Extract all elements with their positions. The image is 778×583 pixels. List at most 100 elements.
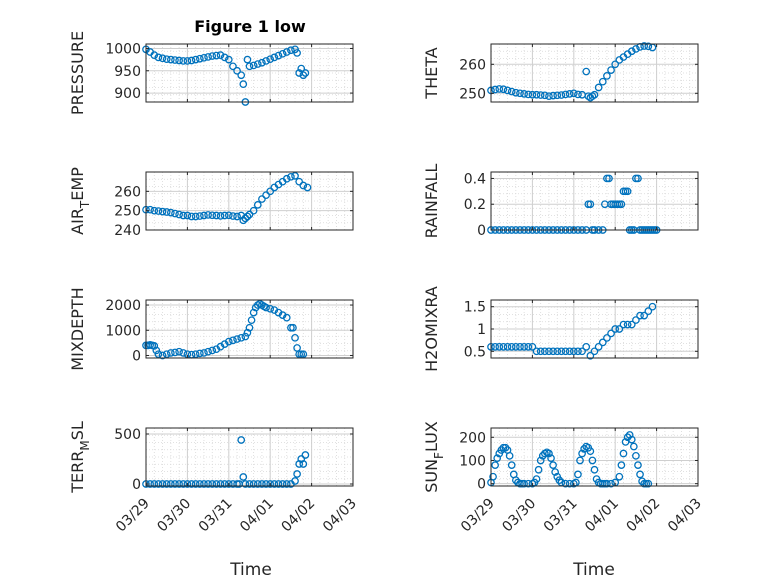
data-point <box>520 342 528 351</box>
x-tick-label: 03/29 <box>113 496 153 536</box>
data-point <box>607 329 615 338</box>
data-point <box>212 211 221 220</box>
data-point <box>511 342 520 351</box>
y-axis-label-tail: LUX <box>422 421 441 452</box>
y-axis-label: THETA <box>422 47 441 99</box>
data-point <box>574 347 582 356</box>
data-point <box>528 342 537 351</box>
data-point <box>507 87 516 96</box>
data-point <box>162 350 171 359</box>
data-point <box>195 349 204 358</box>
data-point <box>237 333 246 342</box>
data-point <box>212 480 221 488</box>
x-tick-label: 03/31 <box>196 496 236 536</box>
data-point <box>216 480 225 488</box>
data-point <box>532 347 541 356</box>
data-point <box>183 57 192 65</box>
data-point <box>299 350 308 359</box>
data-point <box>299 71 308 80</box>
data-point <box>233 335 241 343</box>
axes-box <box>145 299 354 359</box>
y-axis-label-main: TERR <box>68 451 87 494</box>
data-point <box>266 304 275 313</box>
y-tick-label: 0 <box>132 348 141 364</box>
data-point <box>183 211 192 220</box>
data-point <box>253 201 262 209</box>
data-point <box>241 332 250 341</box>
data-point <box>619 449 628 458</box>
y-axis-label-main: AIR <box>68 208 87 235</box>
data-point <box>171 209 179 218</box>
data-point <box>187 56 196 65</box>
data-point <box>291 172 299 180</box>
data-point <box>146 205 154 214</box>
data-point <box>505 451 514 460</box>
data-point <box>179 211 188 220</box>
data-point <box>499 85 508 94</box>
data-point <box>154 350 163 359</box>
data-point <box>287 46 295 55</box>
axes-box <box>145 171 354 231</box>
axes-box <box>145 427 354 487</box>
data-point <box>171 348 179 357</box>
data-point <box>299 460 308 468</box>
data-point <box>270 480 279 488</box>
data-point <box>262 57 270 65</box>
data-point <box>576 456 584 465</box>
y-axis-label-subscript: M <box>78 440 92 450</box>
data-point <box>158 207 167 216</box>
data-point <box>644 479 653 488</box>
data-point <box>179 480 188 488</box>
x-tick-label: 04/03 <box>665 496 705 536</box>
data-point <box>253 480 262 488</box>
data-point <box>187 480 196 488</box>
data-point <box>603 479 611 488</box>
data-point <box>636 470 644 479</box>
panel-h2omixra: 0.5 1 1.5 H2OMIXRA <box>422 286 699 372</box>
data-point <box>540 91 549 100</box>
data-point <box>220 480 229 488</box>
data-point <box>617 461 626 469</box>
data-point <box>249 480 258 488</box>
y-tick-label: 1.5 <box>464 300 486 316</box>
x-tick-label: 04/01 <box>237 496 277 536</box>
data-point <box>249 61 258 70</box>
data-point <box>536 91 545 99</box>
data-point <box>266 480 275 488</box>
data-point <box>216 212 225 220</box>
data-point <box>561 479 570 488</box>
data-point <box>603 334 611 342</box>
y-axis-label-tail: SL <box>68 421 87 440</box>
y-axis-label-subscript: F <box>432 452 446 459</box>
data-point <box>495 85 504 93</box>
y-tick-label: 1000 <box>105 41 141 57</box>
data-point <box>553 91 562 100</box>
data-point <box>224 55 233 64</box>
data-point <box>229 336 237 345</box>
data-point <box>229 62 237 71</box>
data-point <box>253 60 262 68</box>
data-point <box>640 311 649 320</box>
x-tick-label: 04/02 <box>624 496 664 536</box>
data-point <box>216 51 225 60</box>
data-point <box>239 80 248 89</box>
y-tick-label: 0 <box>477 477 486 493</box>
data-point <box>154 53 163 62</box>
data-point <box>611 60 620 69</box>
data-point <box>191 212 200 221</box>
data-point <box>545 347 553 356</box>
data-point <box>491 461 499 469</box>
data-point <box>282 313 291 322</box>
data-point <box>534 465 543 474</box>
data-point <box>516 89 524 98</box>
data-point <box>191 55 200 64</box>
data-point <box>636 311 644 320</box>
axes-box <box>490 171 699 231</box>
data-point <box>289 323 297 332</box>
y-tick-label: 2000 <box>105 298 141 314</box>
data-point <box>598 77 607 86</box>
data-point <box>297 64 306 73</box>
panel-mixdepth: 0 1000 2000 MIXDEPTH <box>68 287 354 371</box>
data-point <box>239 216 248 225</box>
